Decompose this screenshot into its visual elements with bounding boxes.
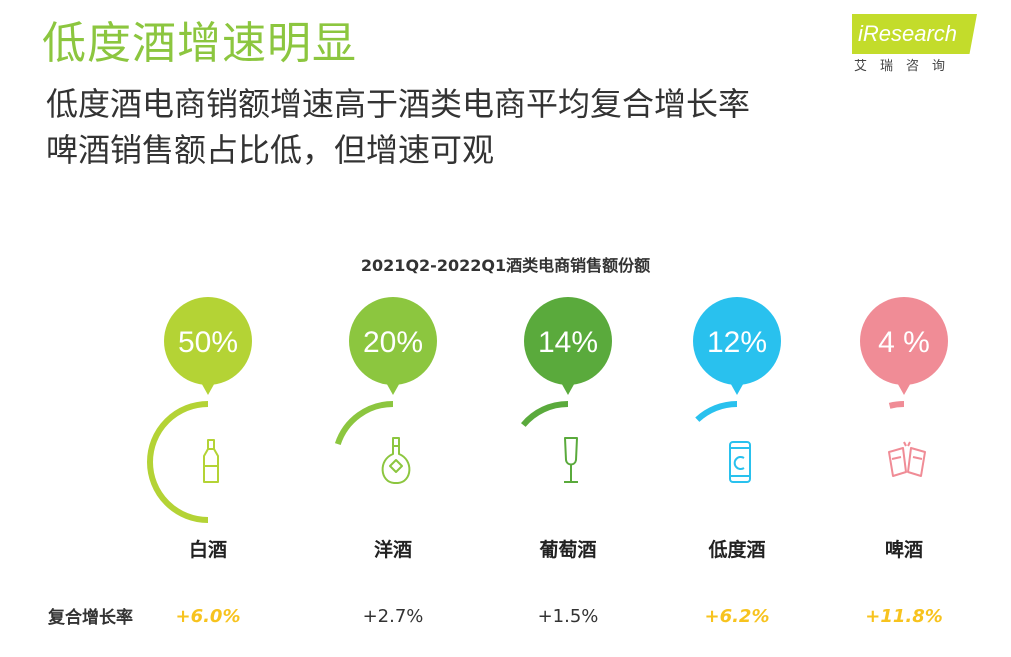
glass-bowl (564, 437, 578, 466)
growth-value: +11.8% (865, 606, 943, 627)
growth-value: +6.0% (175, 606, 240, 627)
share-label: 4 % (878, 326, 930, 359)
subtitle-line-2: 啤酒销售额占比低，但增速可观 (46, 131, 495, 169)
page-title: 低度酒增速明显 (42, 18, 357, 69)
clink-spark (907, 441, 911, 447)
category-group: 20% 洋酒 +2.7% (334, 297, 437, 627)
share-arc (888, 400, 905, 409)
beer-mugs-icon (888, 441, 926, 477)
bottle-label (389, 459, 403, 473)
category-label: 白酒 (189, 538, 227, 561)
baijiu-bottle-icon (203, 439, 219, 483)
growth-value: +2.7% (363, 606, 424, 627)
right-mug (907, 447, 926, 477)
category-group: 12% 低度酒 +6.2% (693, 297, 781, 627)
share-arc (334, 401, 394, 446)
share-label: 50% (178, 326, 238, 359)
share-arc (695, 401, 738, 422)
liquor-bottle-icon (381, 437, 411, 484)
chart-title: 2021Q2-2022Q1酒类电商销售额份额 (360, 256, 651, 275)
bottle-body (203, 448, 219, 483)
share-label: 20% (363, 326, 423, 359)
can-logo (733, 456, 745, 470)
subtitle-line-1: 低度酒电商销额增速高于酒类电商平均复合增长率 (46, 85, 751, 123)
category-label: 葡萄酒 (539, 538, 596, 561)
category-group: 14% 葡萄酒 +1.5% (520, 297, 612, 627)
share-bubble (349, 297, 437, 385)
share-bubble (860, 297, 948, 385)
category-label: 低度酒 (707, 538, 765, 561)
share-bubble (693, 297, 781, 385)
logo-badge: iResearch (852, 14, 977, 54)
growth-value: +6.2% (704, 606, 769, 627)
can-body (729, 441, 751, 483)
left-mug (888, 447, 907, 477)
share-bubble (164, 297, 252, 385)
category-label: 啤酒 (885, 538, 923, 561)
left-mug-band (891, 456, 902, 460)
share-bubble (524, 297, 612, 385)
category-group: 4 % 啤酒 +11.8% (860, 297, 948, 627)
category-label: 洋酒 (374, 538, 412, 561)
clink-spark (903, 441, 907, 447)
bottle-cap (392, 437, 400, 447)
bottle-neck (207, 439, 215, 450)
category-group: 50% 白酒 +6.0% (147, 297, 252, 627)
bottle-body (381, 446, 411, 484)
right-mug-band (912, 456, 923, 460)
wine-glass-icon (564, 437, 578, 483)
can-icon (729, 441, 751, 483)
share-label: 14% (538, 326, 598, 359)
logo-chinese-name: 艾瑞咨询 (854, 59, 959, 74)
logo-wordmark: iResearch (858, 21, 958, 46)
growth-row-label: 复合增长率 (48, 608, 133, 628)
iresearch-logo: iResearch 艾瑞咨询 (852, 14, 982, 104)
share-label: 12% (707, 326, 767, 359)
share-arc (147, 401, 209, 523)
growth-value: +1.5% (538, 606, 599, 627)
share-arc (520, 400, 569, 427)
